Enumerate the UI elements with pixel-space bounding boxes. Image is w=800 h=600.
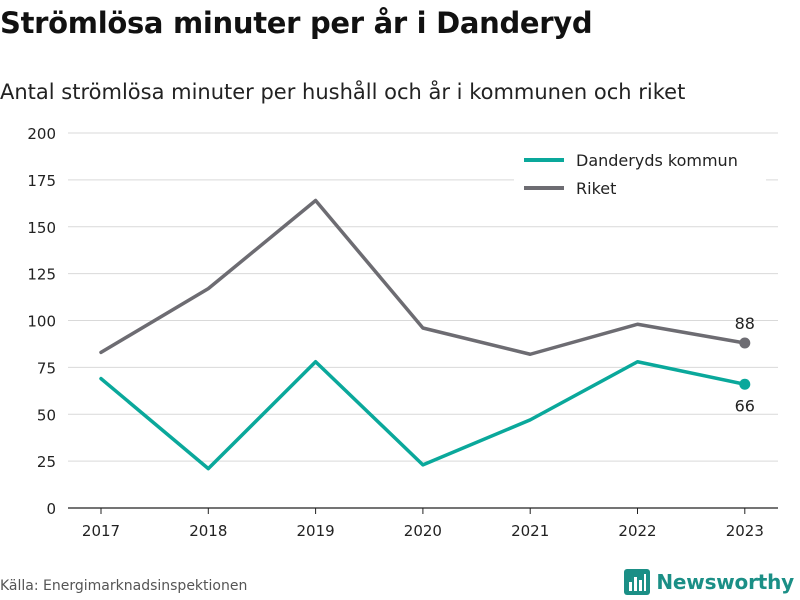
y-tick-label: 175 (27, 172, 56, 190)
x-tick-label: 2017 (82, 522, 120, 540)
brand-logo: Newsworthy (624, 569, 794, 595)
y-tick-label: 25 (37, 453, 56, 471)
brand-name: Newsworthy (656, 570, 794, 594)
y-tick-label: 125 (27, 266, 56, 284)
bar-chart-logo-icon (624, 569, 651, 595)
source-note: Källa: Energimarknadsinspektionen (0, 578, 248, 594)
legend-label-danderyds-kommun: Danderyds kommun (576, 151, 738, 170)
legend: Danderyds kommun Riket (514, 146, 766, 204)
y-tick-label: 200 (27, 125, 56, 143)
x-tick-label: 2022 (618, 522, 656, 540)
series-end-point-riket (739, 337, 751, 349)
series-end-point-danderyds-kommun (739, 378, 751, 390)
y-tick-label: 75 (37, 359, 56, 377)
data-label-danderyds-kommun: 66 (735, 396, 755, 415)
series-lines: 66 88 (99, 198, 755, 471)
legend-label-riket: Riket (576, 179, 616, 198)
legend-box (514, 146, 766, 204)
chart-subtitle: Antal strömlösa minuter per hushåll och … (0, 80, 686, 104)
y-tick-label: 100 (27, 313, 56, 331)
y-tick-label: 50 (37, 406, 56, 424)
y-tick-label: 0 (46, 500, 56, 518)
chart-title: Strömlösa minuter per år i Danderyd (0, 6, 593, 40)
x-tick-label: 2021 (511, 522, 549, 540)
x-tick-label: 2018 (189, 522, 227, 540)
x-axis-ticks: 2017 2018 2019 2020 2021 2022 2023 (82, 508, 764, 540)
x-tick-label: 2023 (726, 522, 764, 540)
x-tick-label: 2020 (404, 522, 442, 540)
y-axis-ticks: 0 25 50 75 100 125 150 175 200 (27, 125, 56, 518)
y-tick-label: 150 (27, 219, 56, 237)
data-label-riket: 88 (735, 314, 755, 333)
series-line-danderyds-kommun (99, 360, 747, 471)
x-tick-label: 2019 (297, 522, 335, 540)
series-line-riket (99, 198, 747, 356)
